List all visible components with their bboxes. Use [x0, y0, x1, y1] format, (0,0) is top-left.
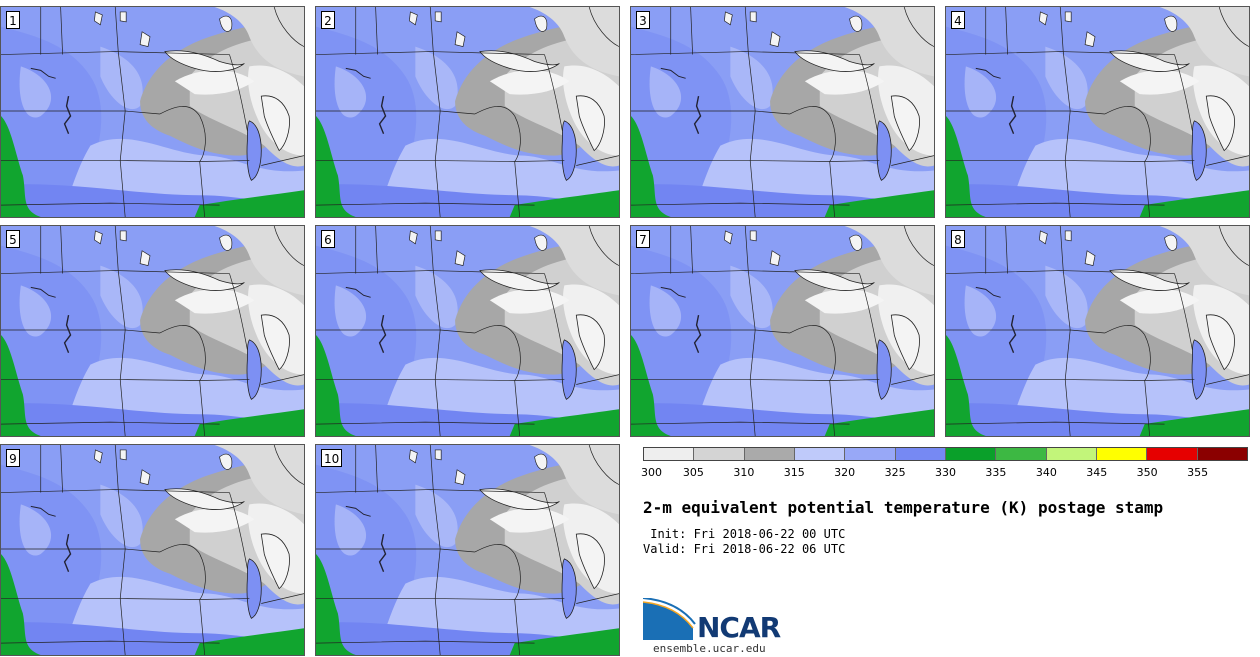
colorbar: [643, 447, 1248, 461]
map-image: [1, 7, 304, 217]
colorbar-tick-label: 320: [834, 466, 856, 479]
member-label: 2: [321, 11, 335, 29]
map-image: [1, 445, 304, 655]
valid-time: Valid: Fri 2018-06-22 06 UTC: [643, 542, 846, 556]
colorbar-tick-label: 330: [935, 466, 956, 479]
init-time: Init: Fri 2018-06-22 00 UTC: [643, 527, 846, 541]
colorbar-swatch: [1096, 448, 1148, 460]
logo-wordmark: NCAR: [697, 611, 781, 644]
member-label: 3: [636, 11, 650, 29]
ensemble-member-panel: 10: [315, 444, 620, 656]
map-image: [316, 226, 619, 436]
ensemble-member-panel: 7: [630, 225, 935, 437]
member-label: 9: [6, 449, 20, 467]
colorbar-swatch: [945, 448, 997, 460]
colorbar-swatch: [694, 448, 745, 460]
colorbar-tick-label: 325: [884, 466, 906, 479]
colorbar-tick-label: 340: [1035, 466, 1057, 479]
ensemble-member-panel: 9: [0, 444, 305, 656]
map-image: [316, 445, 619, 655]
ensemble-member-panel: 3: [630, 6, 935, 218]
ensemble-member-panel: 8: [945, 225, 1250, 437]
colorbar-tick-label: 345: [1086, 466, 1108, 479]
colorbar-tick-label: 300: [641, 466, 662, 479]
ensemble-member-panel: 2: [315, 6, 620, 218]
colorbar-tick-label: 315: [783, 466, 805, 479]
colorbar-swatch: [1046, 448, 1097, 460]
map-image: [631, 226, 934, 436]
map-image: [946, 226, 1249, 436]
ensemble-member-panel: 4: [945, 6, 1250, 218]
colorbar-swatch: [744, 448, 795, 460]
member-label: 8: [951, 230, 965, 248]
colorbar-tick-label: 305: [682, 466, 704, 479]
ncar-logo-icon: [643, 598, 696, 640]
member-label: 7: [636, 230, 650, 248]
member-label: 10: [321, 449, 343, 467]
map-image: [316, 7, 619, 217]
time-info: Init: Fri 2018-06-22 00 UTC Valid: Fri 2…: [643, 527, 845, 557]
colorbar-swatch: [1197, 448, 1247, 460]
ensemble-member-panel: 6: [315, 225, 620, 437]
map-image: [631, 7, 934, 217]
colorbar-tick-label: 335: [985, 466, 1007, 479]
colorbar-tick-label: 350: [1136, 466, 1158, 479]
page-title: 2-m equivalent potential temperature (K)…: [643, 498, 1164, 517]
site-url: ensemble.ucar.edu: [653, 642, 766, 655]
ensemble-member-panel: 5: [0, 225, 305, 437]
map-image: [946, 7, 1249, 217]
colorbar-tick-label: 355: [1187, 466, 1209, 479]
member-label: 4: [951, 11, 965, 29]
member-label: 6: [321, 230, 335, 248]
ensemble-member-panel: 1: [0, 6, 305, 218]
colorbar-swatch: [895, 448, 946, 460]
colorbar-swatch: [794, 448, 846, 460]
map-image: [1, 226, 304, 436]
member-label: 5: [6, 230, 20, 248]
colorbar-swatch: [644, 448, 695, 460]
colorbar-swatch: [1147, 448, 1198, 460]
member-label: 1: [6, 11, 20, 29]
colorbar-ticks: 300 305 310 315 320 325 330 335 340 345 350 355: [641, 466, 1248, 480]
colorbar-swatch: [996, 448, 1047, 460]
colorbar-swatch: [845, 448, 896, 460]
colorbar-tick-label: 310: [733, 466, 755, 479]
